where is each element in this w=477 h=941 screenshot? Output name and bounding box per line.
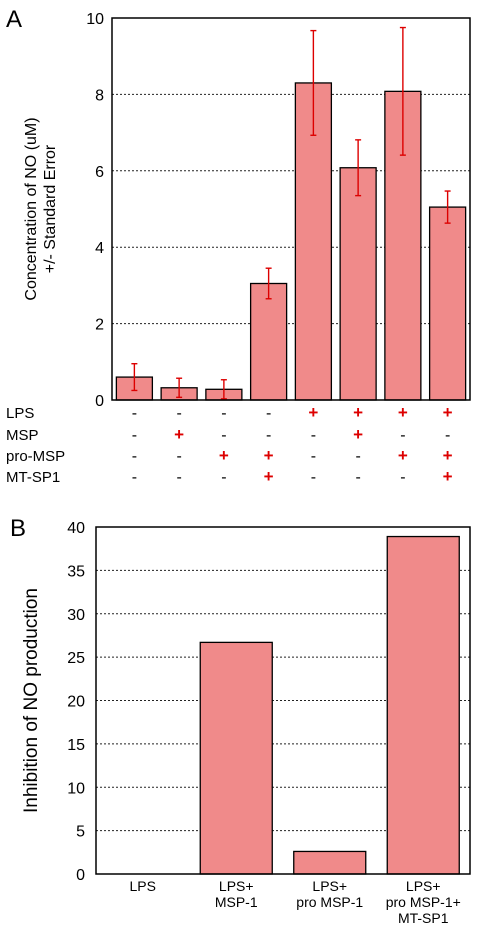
- panel-b-bar: [293, 850, 367, 875]
- panel-b-x-tick-label-line: pro MSP-1+: [386, 894, 461, 910]
- treatment-minus-sign: -: [311, 427, 316, 444]
- treatment-plus-sign: +: [264, 446, 274, 465]
- panel-a-y-ticks: 0 2 4 6 8 10: [86, 11, 104, 410]
- treatment-minus-sign: -: [311, 448, 316, 465]
- panel-b-y-tick-label: 20: [67, 694, 85, 711]
- panel-b-letter: B: [10, 515, 26, 542]
- treatment-row-label: pro-MSP: [6, 448, 65, 465]
- panel-b-x-tick-label: LPS: [130, 878, 156, 894]
- treatment-minus-sign: -: [355, 469, 360, 486]
- panel-a-y-axis-label: Concentration of NO (uM) +/- Standard Err…: [23, 117, 59, 300]
- panel-b-bars: [199, 535, 460, 875]
- panel-b-x-tick-label-line: pro MSP-1: [296, 894, 363, 910]
- panel-a-error-bar: [176, 377, 183, 399]
- treatment-minus-sign: -: [132, 427, 137, 444]
- panel-a-plot-frame: [111, 17, 471, 401]
- treatment-minus-sign: -: [221, 405, 226, 422]
- panel-b-bar: [386, 535, 460, 875]
- treatment-minus-sign: -: [400, 427, 405, 444]
- panel-a-error-bar: [220, 379, 227, 400]
- panel-b-y-tick-label: 35: [67, 563, 85, 580]
- panel-b-bar: [199, 641, 273, 875]
- treatment-minus-sign: -: [400, 469, 405, 486]
- panel-b-y-tick-label: 5: [76, 824, 85, 841]
- panel-a-error-bar: [265, 267, 272, 300]
- treatment-plus-sign: +: [353, 403, 363, 422]
- treatment-row-label: MT-SP1: [6, 469, 60, 486]
- panel-a-error-bar: [444, 190, 451, 224]
- treatment-minus-sign: -: [311, 469, 316, 486]
- treatment-plus-sign: +: [443, 467, 453, 486]
- treatment-plus-sign: +: [443, 446, 453, 465]
- treatment-plus-sign: +: [308, 403, 318, 422]
- treatment-minus-sign: -: [176, 448, 181, 465]
- panel-b-x-tick-label-line: LPS+: [406, 878, 441, 894]
- panel-b-x-tick-label: LPS+MSP-1: [215, 878, 258, 910]
- panel-b-y-tick-label: 0: [76, 867, 85, 884]
- panel-b-y-ticks: 0 5 10 15 20 25 30 35 40: [67, 520, 85, 884]
- panel-b-y-tick-label: 25: [67, 650, 85, 667]
- treatment-minus-sign: -: [266, 427, 271, 444]
- treatment-minus-sign: -: [132, 448, 137, 465]
- panel-b-x-tick-label-line: LPS+: [219, 878, 254, 894]
- treatment-plus-sign: +: [219, 446, 229, 465]
- panel-a-y-axis-label-line: Concentration of NO (uM): [23, 117, 40, 300]
- panel-a-y-axis-label-line: +/- Standard Error: [42, 144, 59, 273]
- treatment-plus-sign: +: [398, 403, 408, 422]
- panel-b-x-tick-label: LPS+pro MSP-1: [296, 878, 363, 910]
- panel-b-x-tick-label-line: MSP-1: [215, 894, 258, 910]
- treatment-plus-sign: +: [174, 425, 184, 444]
- treatment-row-label: LPS: [6, 405, 34, 422]
- panel-a-error-bar: [310, 29, 317, 136]
- treatment-minus-sign: -: [132, 405, 137, 422]
- treatment-plus-sign: +: [264, 467, 274, 486]
- panel-a-bar: [428, 206, 467, 401]
- panel-a-bars: [115, 82, 467, 401]
- treatment-row-label: MSP: [6, 427, 39, 444]
- treatment-minus-sign: -: [176, 469, 181, 486]
- panel-b-plot-frame: [95, 526, 471, 875]
- treatment-minus-sign: -: [132, 469, 137, 486]
- panel-b-y-tick-label: 10: [67, 780, 85, 797]
- panel-b-y-tick-label: 30: [67, 607, 85, 624]
- panel-a-y-tick-label: 10: [86, 11, 104, 28]
- treatment-minus-sign: -: [355, 448, 360, 465]
- panel-a-y-tick-label: 8: [95, 87, 104, 104]
- panel-b-y-tick-label: 40: [67, 520, 85, 537]
- panel-a-bar: [249, 282, 288, 401]
- panel-a-error-bar: [131, 363, 138, 392]
- treatment-plus-sign: +: [398, 446, 408, 465]
- treatment-plus-sign: +: [443, 403, 453, 422]
- panel-a-y-tick-label: 4: [95, 240, 104, 257]
- panel-a-y-tick-label: 2: [95, 317, 104, 334]
- panel-b-x-tick-label: LPS+pro MSP-1+MT-SP1: [386, 878, 461, 926]
- panel-a-treatment-table: LPS - - - - + + + + MSP - + - - - + - - pro-MSP - - + + - - + + MT-…: [6, 403, 453, 486]
- treatment-minus-sign: -: [221, 469, 226, 486]
- panel-b-x-tick-label-line: MT-SP1: [398, 910, 449, 926]
- treatment-minus-sign: -: [221, 427, 226, 444]
- panel-a-chart: A 0 2 4 6 8 10 Concentration of NO (uM) +/- St…: [6, 6, 471, 486]
- panel-a-y-tick-label: 0: [95, 393, 104, 410]
- treatment-plus-sign: +: [353, 425, 363, 444]
- treatment-minus-sign: -: [176, 405, 181, 422]
- treatment-minus-sign: -: [445, 427, 450, 444]
- panel-b-x-tick-label-line: LPS+: [312, 878, 347, 894]
- panel-b-chart: B 0 5 10 15 20 25 30 35 40 Inhibition of NO prod…: [10, 515, 471, 926]
- panel-a-error-bar: [399, 26, 406, 156]
- panel-b-x-tick-label-line: LPS: [130, 878, 156, 894]
- panel-b-y-axis-label: Inhibition of NO production: [21, 588, 42, 813]
- panel-a-error-bar: [355, 139, 362, 197]
- panel-b-y-axis-label-text: Inhibition of NO production: [21, 588, 42, 813]
- panel-a-error-bars: [131, 26, 451, 400]
- treatment-minus-sign: -: [266, 405, 271, 422]
- panel-a-y-tick-label: 6: [95, 164, 104, 181]
- panel-a-bar: [339, 167, 377, 401]
- panel-a-letter: A: [6, 6, 22, 33]
- panel-b-y-tick-label: 15: [67, 737, 85, 754]
